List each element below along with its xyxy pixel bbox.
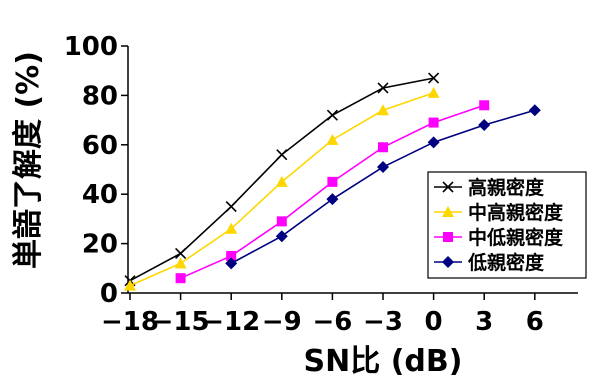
- data-point: [326, 193, 339, 206]
- x-tick-label: −18: [101, 307, 159, 337]
- x-tick-label: 6: [526, 307, 544, 337]
- data-point: [528, 104, 541, 117]
- data-point: [428, 72, 440, 84]
- legend-marker: [442, 181, 454, 193]
- y-tick-label: 80: [82, 81, 118, 111]
- series-3: [175, 100, 490, 284]
- x-tick-label: −15: [152, 307, 210, 337]
- data-point: [479, 100, 490, 111]
- data-point-stroke: [225, 200, 237, 213]
- y-tick-label: 100: [64, 32, 118, 62]
- series-1: [124, 72, 440, 287]
- data-point-stroke: [428, 72, 440, 84]
- legend-marker: [442, 206, 454, 217]
- legend-box: [427, 171, 587, 279]
- data-point: [427, 86, 440, 98]
- data-point-stroke: [175, 247, 187, 260]
- y-tick-label: 20: [82, 230, 118, 260]
- legend-marker-stroke: [442, 181, 454, 193]
- data-point: [225, 200, 237, 213]
- legend-label: 低親密度: [467, 251, 545, 274]
- legend-label: 中低親密度: [468, 226, 564, 249]
- data-point: [377, 161, 389, 174]
- data-point: [326, 109, 338, 121]
- data-point: [378, 142, 388, 153]
- x-axis-title: SN比 (dB): [304, 344, 463, 379]
- data-point-stroke: [377, 82, 389, 94]
- x-tick-label: −6: [312, 307, 352, 337]
- data-point-stroke: [276, 149, 288, 161]
- x-tick-label: 0: [425, 307, 443, 337]
- legend-label: 高親密度: [468, 176, 545, 199]
- x-tick-label: −12: [202, 307, 260, 337]
- y-axis-title: 単語了解度 (%): [11, 51, 46, 269]
- data-point: [225, 257, 238, 270]
- x-tick-label: −3: [363, 307, 403, 337]
- data-point: [226, 250, 237, 261]
- data-point: [175, 273, 186, 284]
- data-point: [275, 175, 288, 187]
- data-point: [275, 230, 288, 243]
- data-point-stroke: [326, 109, 338, 121]
- data-point: [276, 149, 288, 161]
- legend-marker: [442, 256, 454, 268]
- x-tick-label: 3: [475, 307, 493, 337]
- series-4: [225, 104, 541, 270]
- legend-label: 中高親密度: [468, 201, 564, 224]
- data-point: [478, 119, 491, 132]
- y-tick-label: 60: [82, 131, 118, 161]
- legend-marker: [443, 232, 453, 242]
- data-point: [276, 216, 287, 227]
- data-point: [225, 222, 238, 234]
- data-point: [377, 82, 389, 94]
- data-point: [326, 133, 339, 145]
- data-point: [174, 257, 187, 269]
- data-point: [327, 176, 338, 187]
- data-point: [428, 117, 439, 128]
- data-point: [427, 136, 440, 149]
- data-point: [124, 279, 136, 291]
- data-point: [175, 247, 187, 260]
- series-2: [124, 86, 440, 291]
- y-tick-label: 40: [82, 180, 118, 210]
- plot-area: 0 20 40 60 80 100 −18−15−12 −9 −6 −3 0 3 6: [64, 32, 578, 337]
- y-tick-label: 0: [100, 279, 118, 309]
- data-point: [377, 104, 389, 116]
- x-tick-label: −9: [262, 307, 302, 337]
